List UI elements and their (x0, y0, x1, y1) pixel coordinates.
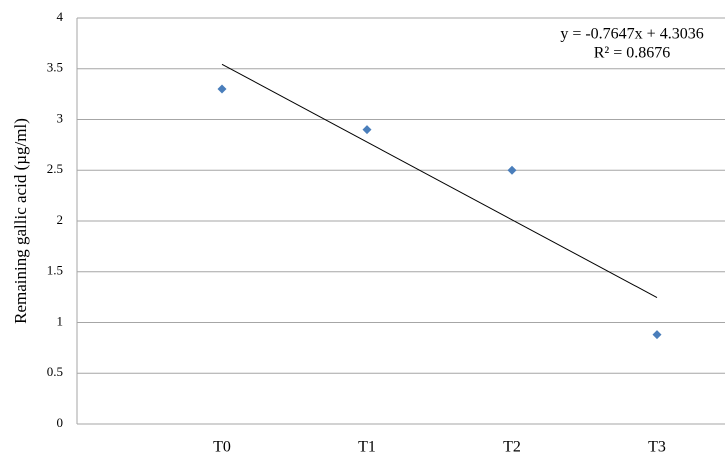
y-tick-label: 4 (57, 9, 64, 24)
marker (508, 166, 517, 175)
y-tick-label: 1.5 (47, 263, 63, 278)
r-squared: R² = 0.8676 (594, 45, 671, 62)
marker (363, 125, 372, 134)
marker (218, 85, 227, 94)
y-tick-label: 2.5 (47, 161, 63, 176)
x-tick-label: T1 (358, 439, 376, 456)
chart: Remaining gallic acid (µg/ml) y = -0.764… (0, 0, 725, 458)
y-tick-label: 0.5 (47, 364, 63, 379)
trendline (222, 64, 657, 297)
trendline-equation: y = -0.7647x + 4.3036 (560, 26, 703, 43)
y-tick-label: 3 (57, 110, 64, 125)
x-tick-label: T3 (648, 439, 666, 456)
y-tick-label: 3.5 (47, 60, 63, 75)
x-tick-label: T0 (213, 439, 231, 456)
x-tick-label: T2 (503, 439, 521, 456)
marker (653, 330, 662, 339)
y-axis-label: Remaining gallic acid (µg/ml) (11, 118, 30, 324)
y-tick-label: 1 (57, 313, 64, 328)
y-tick-label: 0 (57, 415, 64, 430)
y-tick-label: 2 (57, 212, 64, 227)
